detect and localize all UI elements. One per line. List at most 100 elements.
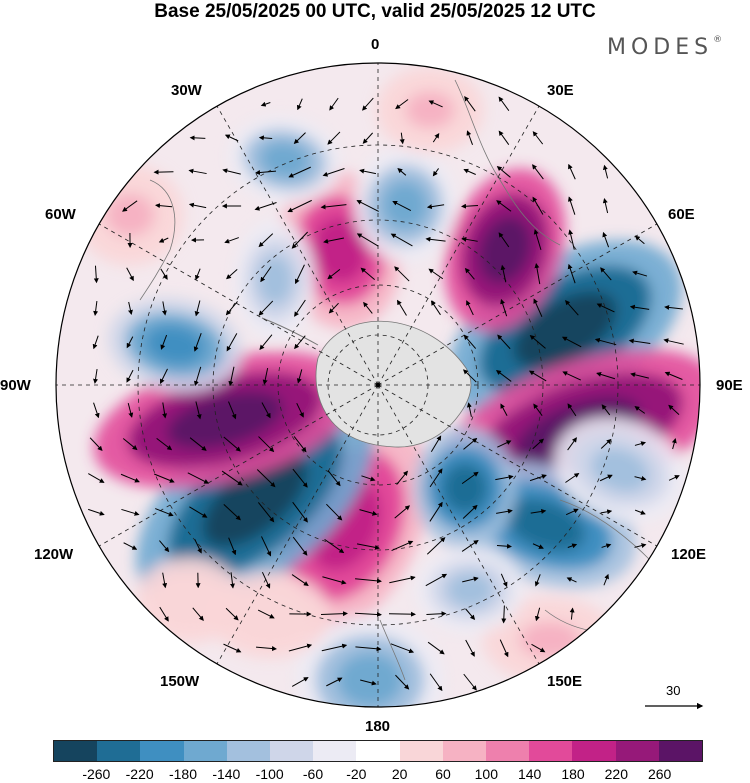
wind-arrow: [261, 571, 271, 589]
wind-arrow: [158, 237, 169, 243]
anomaly-core: [442, 462, 488, 514]
colorbar-tick-label: -60: [302, 766, 324, 782]
meridian-line: [377, 384, 540, 665]
colorbar-tick-label: 260: [647, 766, 672, 782]
map-border: [55, 62, 701, 708]
colorbar-tick-label: -20: [346, 766, 367, 782]
antarctica-landmass: [261, 317, 472, 448]
wind-arrow: [126, 369, 134, 383]
colorbar-tick-label: 20: [391, 766, 408, 782]
wind-arrow: [322, 576, 347, 585]
wind-arrow: [395, 674, 410, 690]
wind-arrow: [225, 607, 239, 621]
latitude-circle: [212, 219, 544, 551]
colorbar-tick-label: 140: [517, 766, 542, 782]
south-pole-marker: [375, 382, 381, 388]
wind-arrow: [425, 573, 448, 587]
wind-arrow: [394, 505, 411, 519]
wind-arrow: [425, 236, 446, 242]
lon-label-150e: 150E: [547, 673, 583, 690]
meridian-line: [377, 223, 658, 386]
wind-arrow: [291, 231, 309, 249]
anomaly-core: [202, 452, 308, 548]
wind-arrow: [534, 574, 541, 587]
wind-arrow: [498, 232, 510, 248]
wind-arrow: [495, 369, 512, 382]
wind-arrow: [531, 643, 546, 653]
wind-arrow: [258, 233, 274, 248]
wind-arrow: [226, 269, 238, 280]
wind-arrow: [360, 267, 375, 281]
anomaly-core: [166, 391, 284, 449]
wind-arrow: [602, 231, 610, 248]
wind-arrow: [634, 509, 646, 515]
africa-coast: [454, 79, 561, 246]
wind-arrow: [432, 168, 439, 177]
wind-arrow: [463, 168, 476, 175]
wind-arrow: [394, 266, 410, 282]
wind-arrow: [361, 475, 376, 482]
wind-arrow: [293, 132, 306, 145]
wind-arrow: [226, 333, 238, 352]
colorbar: [53, 740, 703, 762]
wind-arrow: [567, 437, 577, 451]
lon-label-150w: 150W: [160, 673, 200, 690]
wind-arrow: [93, 300, 99, 316]
wind-arrow: [262, 367, 269, 385]
wind-arrow: [88, 473, 105, 483]
colorbar-tick-label: 220: [604, 766, 629, 782]
wind-arrow: [93, 265, 99, 284]
wind-arrow: [594, 337, 617, 346]
wind-arrow: [223, 436, 241, 452]
wind-arrow: [193, 332, 202, 352]
anomaly-field: [76, 66, 700, 707]
wind-arrow: [362, 97, 374, 111]
wind-arrow: [294, 335, 306, 350]
wind-arrow: [664, 304, 683, 310]
wind-arrow: [121, 508, 140, 516]
colorbar-tick-label: -180: [168, 766, 198, 782]
wind-arrow: [464, 267, 475, 280]
colorbar-segment: [313, 741, 357, 761]
colorbar-tick-label: 180: [561, 766, 585, 782]
wind-arrow: [128, 301, 133, 316]
wind-arrow: [466, 402, 472, 417]
wind-arrow: [195, 268, 201, 281]
wind-arrow: [392, 200, 412, 212]
wind-arrow: [634, 441, 647, 447]
meridian-line: [98, 223, 379, 386]
wind-arrow: [464, 96, 476, 112]
wind-arrow: [429, 501, 443, 522]
anomaly-blob: [444, 168, 566, 332]
colorbar-segment: [486, 741, 530, 761]
wind-arrow: [296, 369, 303, 384]
wind-arrow: [293, 436, 307, 453]
wind-arrow: [327, 131, 341, 145]
brand-name: MODES: [607, 35, 714, 60]
wind-arrow: [194, 539, 202, 554]
wind-arrow: [260, 101, 271, 107]
wind-arrow: [602, 198, 609, 214]
wind-arrow: [528, 370, 547, 382]
wind-arrow: [123, 542, 138, 550]
wind-arrow: [532, 164, 544, 180]
wind-arrow: [228, 366, 235, 387]
wind-arrow: [320, 204, 347, 210]
wind-arrow: [390, 233, 413, 247]
wind-arrow: [634, 543, 647, 549]
wind-arrow: [567, 543, 578, 549]
wind-arrow: [663, 338, 684, 345]
wind-arrow: [568, 229, 575, 250]
anomaly-core: [590, 447, 650, 493]
wind-arrow: [634, 406, 646, 414]
lon-label-60w: 60W: [45, 206, 76, 223]
wind-arrow: [396, 299, 407, 316]
lon-label-0: 0: [371, 36, 380, 53]
wind-arrow: [629, 304, 650, 310]
anomaly-blob: [416, 546, 524, 634]
wind-arrow: [427, 641, 445, 655]
modes-logo: MODES®: [607, 35, 722, 60]
wind-arrow: [530, 508, 547, 514]
lon-label-180: 180: [365, 718, 391, 735]
